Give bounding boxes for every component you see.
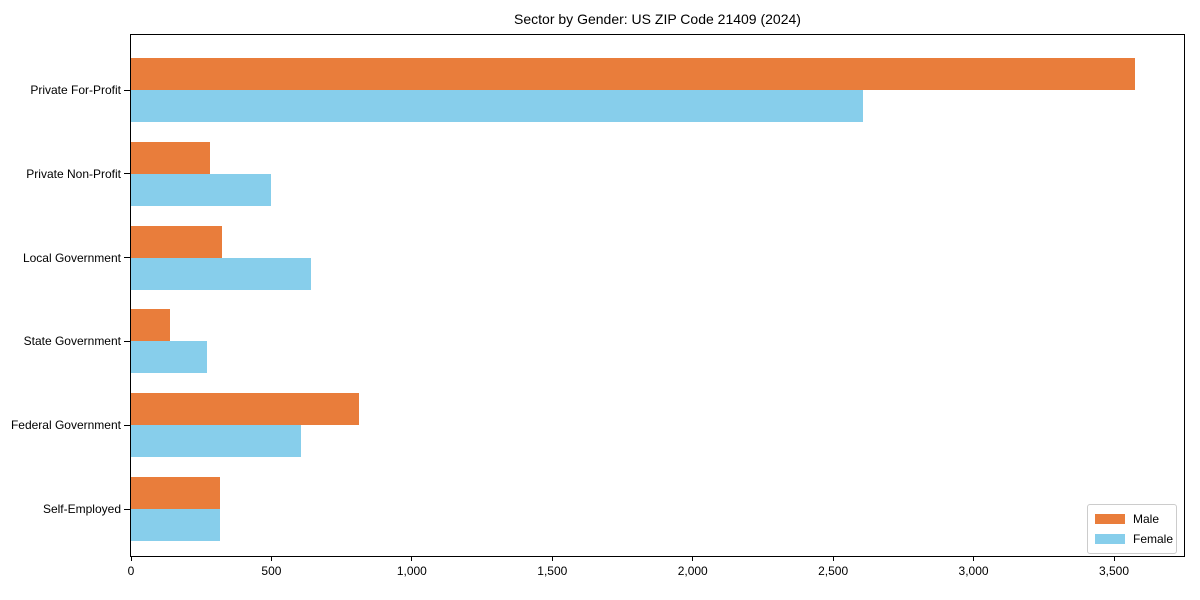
y-tick-label-state-government: State Government <box>23 334 121 349</box>
legend-swatch-icon <box>1095 514 1125 524</box>
legend-label: Female <box>1133 532 1174 546</box>
bar-male-state-government <box>131 309 171 342</box>
bar-female-private-non-profit <box>131 173 272 206</box>
bar-male-local-government <box>131 225 223 258</box>
legend: Male Female <box>1087 504 1177 554</box>
x-tick-label-1000: 1,000 <box>396 564 427 578</box>
bar-female-private-for-profit <box>131 90 863 122</box>
bar-male-self-employed <box>131 477 220 509</box>
bar-female-self-employed <box>131 509 220 541</box>
y-tick-mark <box>124 424 130 426</box>
y-tick-label-self-employed: Self-Employed <box>42 502 121 516</box>
y-tick-label-federal-government: Federal Government <box>10 418 121 433</box>
y-tick-label-private-non-profit: Private Non-Profit <box>26 166 121 181</box>
x-tick-label-2500: 2,500 <box>818 564 849 578</box>
x-tick-mark <box>411 556 413 561</box>
x-tick-label-0: 0 <box>127 564 135 578</box>
x-tick-label-3500: 3,500 <box>1098 564 1130 578</box>
legend-item-male: Male <box>1095 511 1168 527</box>
legend-label: Male <box>1133 512 1160 526</box>
x-tick-mark <box>130 556 132 561</box>
x-tick-label-500: 500 <box>261 564 282 578</box>
x-tick-label-1500: 1,500 <box>537 564 568 578</box>
y-tick-label-local-government: Local Government <box>22 250 121 265</box>
y-tick-mark <box>124 89 130 91</box>
y-tick-mark <box>124 257 130 259</box>
plot-area: Private For-Profit Private Non-Profit Loca… <box>11 34 1185 578</box>
legend-item-female: Female <box>1095 531 1173 547</box>
bar-male-private-for-profit <box>131 58 1136 90</box>
bar-male-federal-government <box>131 393 359 426</box>
x-tick-mark <box>692 556 694 561</box>
x-tick-mark <box>832 556 834 561</box>
x-tick-mark <box>551 556 553 561</box>
bar-female-federal-government <box>131 425 301 458</box>
legend-swatch-icon <box>1095 534 1125 544</box>
y-tick-mark <box>124 173 130 175</box>
x-tick-label-2000: 2,000 <box>677 564 708 578</box>
bar-female-local-government <box>131 257 311 290</box>
x-tick-mark <box>973 556 975 561</box>
bar-male-private-non-profit <box>131 141 210 174</box>
y-tick-mark <box>124 340 130 342</box>
x-tick-mark <box>1113 556 1115 561</box>
y-tick-label-private-for-profit: Private For-Profit <box>30 83 121 97</box>
x-tick-mark <box>270 556 272 561</box>
y-tick-mark <box>124 508 130 510</box>
bar-female-state-government <box>131 341 207 374</box>
x-tick-label-3000: 3,000 <box>958 564 989 578</box>
chart-title: Sector by Gender: US ZIP Code 21409 (202… <box>514 11 801 27</box>
